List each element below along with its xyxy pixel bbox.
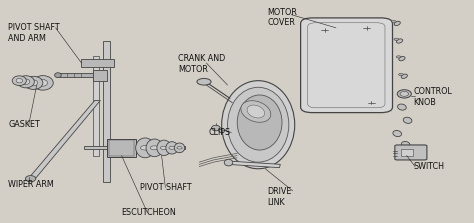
- Polygon shape: [93, 70, 108, 81]
- Ellipse shape: [396, 39, 403, 43]
- Ellipse shape: [55, 73, 61, 78]
- Circle shape: [169, 147, 175, 149]
- Ellipse shape: [228, 87, 289, 162]
- Ellipse shape: [157, 140, 171, 156]
- Ellipse shape: [146, 139, 163, 157]
- Text: PIVOT SHAFT: PIVOT SHAFT: [140, 183, 192, 192]
- Ellipse shape: [24, 76, 43, 89]
- Ellipse shape: [166, 142, 178, 154]
- Ellipse shape: [398, 104, 406, 110]
- Text: CRANK AND
MOTOR: CRANK AND MOTOR: [178, 54, 225, 74]
- Ellipse shape: [400, 91, 409, 96]
- FancyBboxPatch shape: [301, 18, 392, 113]
- Ellipse shape: [397, 90, 411, 98]
- Ellipse shape: [174, 143, 185, 153]
- Ellipse shape: [399, 56, 405, 61]
- Circle shape: [197, 78, 211, 85]
- Ellipse shape: [247, 105, 264, 118]
- Ellipse shape: [224, 159, 233, 166]
- Ellipse shape: [211, 125, 220, 131]
- Ellipse shape: [237, 95, 282, 150]
- Polygon shape: [103, 41, 110, 182]
- Ellipse shape: [219, 128, 227, 133]
- Ellipse shape: [18, 76, 35, 88]
- Ellipse shape: [222, 81, 295, 169]
- Ellipse shape: [401, 74, 407, 78]
- Circle shape: [394, 38, 399, 40]
- Text: DRIVE
LINK: DRIVE LINK: [268, 188, 292, 207]
- Circle shape: [396, 56, 401, 58]
- Ellipse shape: [12, 76, 27, 85]
- Ellipse shape: [393, 130, 401, 136]
- Ellipse shape: [403, 117, 412, 123]
- Text: CONTROL
KNOB: CONTROL KNOB: [414, 87, 453, 107]
- Polygon shape: [93, 56, 99, 156]
- Circle shape: [140, 146, 150, 150]
- Ellipse shape: [33, 76, 53, 90]
- Ellipse shape: [136, 138, 155, 158]
- Polygon shape: [228, 161, 280, 168]
- Polygon shape: [84, 146, 185, 149]
- Text: CLIPS: CLIPS: [209, 128, 231, 137]
- Circle shape: [177, 147, 182, 149]
- Circle shape: [160, 146, 167, 149]
- Polygon shape: [27, 101, 100, 180]
- Ellipse shape: [241, 101, 271, 122]
- Ellipse shape: [38, 80, 47, 86]
- Circle shape: [399, 73, 403, 76]
- Text: WIPER ARM: WIPER ARM: [9, 180, 54, 189]
- FancyBboxPatch shape: [395, 145, 427, 160]
- Polygon shape: [82, 59, 115, 67]
- Polygon shape: [58, 73, 96, 77]
- Text: ESCUTCHEON: ESCUTCHEON: [121, 208, 176, 217]
- Circle shape: [150, 146, 159, 150]
- Text: GASKET: GASKET: [9, 120, 40, 129]
- Text: PIVOT SHAFT
AND ARM: PIVOT SHAFT AND ARM: [9, 23, 60, 43]
- Ellipse shape: [16, 78, 22, 83]
- Text: SWITCH: SWITCH: [414, 162, 445, 171]
- Ellipse shape: [22, 79, 30, 85]
- Ellipse shape: [26, 176, 36, 182]
- Text: MOTOR
COVER: MOTOR COVER: [268, 8, 298, 27]
- Ellipse shape: [29, 80, 37, 86]
- Bar: [401, 149, 413, 156]
- Ellipse shape: [401, 141, 410, 148]
- Ellipse shape: [394, 21, 401, 25]
- Polygon shape: [108, 139, 136, 157]
- Circle shape: [392, 21, 396, 23]
